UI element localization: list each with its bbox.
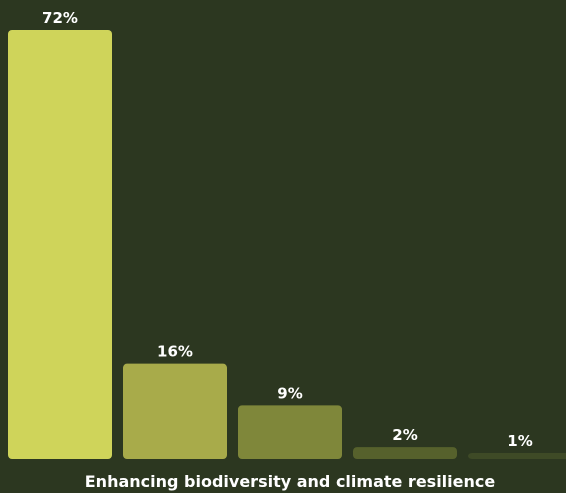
bar-4 — [353, 447, 457, 459]
bar-2 — [123, 363, 227, 459]
bars-group — [8, 30, 566, 459]
x-axis-label: Enhancing biodiversity and climate resil… — [85, 472, 496, 491]
value-label-4: 2% — [392, 426, 417, 444]
value-label-3: 9% — [277, 384, 302, 402]
value-label-5: 1% — [507, 432, 532, 450]
value-label-2: 16% — [157, 343, 193, 361]
bar-3 — [238, 405, 342, 459]
bar-5 — [468, 453, 566, 459]
value-label-1: 72% — [42, 9, 78, 27]
bar-1 — [8, 30, 112, 459]
value-labels-group: 72% 16% 9% 2% 1% — [42, 9, 533, 450]
